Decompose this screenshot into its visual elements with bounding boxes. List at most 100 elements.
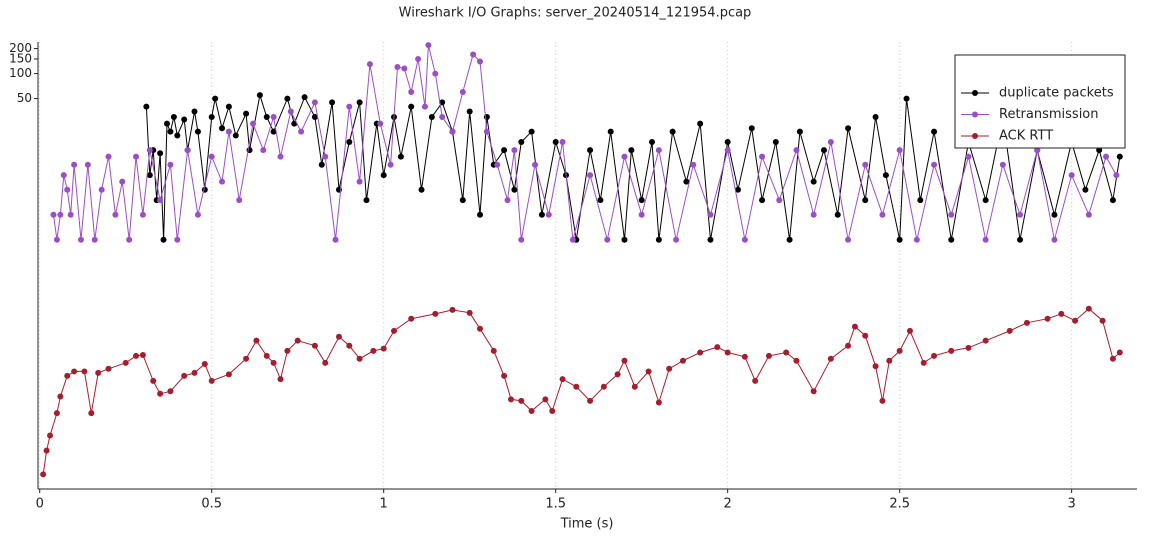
data-point <box>284 95 291 102</box>
data-point <box>133 352 140 359</box>
data-point <box>631 383 638 390</box>
data-point <box>270 359 277 366</box>
data-point <box>645 368 652 375</box>
data-point <box>284 347 291 354</box>
data-point <box>820 147 827 154</box>
data-point <box>886 357 893 364</box>
data-point <box>545 211 552 218</box>
data-point <box>896 236 903 243</box>
data-point <box>47 432 54 439</box>
data-point <box>150 377 157 384</box>
data-point <box>1116 153 1123 160</box>
data-point <box>95 369 102 376</box>
data-point <box>518 397 525 404</box>
data-point <box>184 147 191 154</box>
data-point <box>796 128 803 135</box>
data-point <box>621 153 628 160</box>
data-point <box>318 161 325 168</box>
data-point <box>40 471 47 478</box>
data-point <box>301 94 308 101</box>
data-point <box>432 310 439 317</box>
data-point <box>783 349 790 356</box>
data-point <box>507 396 514 403</box>
data-point <box>236 197 243 204</box>
data-point <box>174 132 181 139</box>
data-point <box>394 64 401 71</box>
data-point <box>604 236 611 243</box>
data-point <box>569 236 576 243</box>
data-point <box>597 197 604 204</box>
x-tick-label: 1 <box>380 497 388 512</box>
data-point <box>77 236 84 243</box>
data-point <box>1085 211 1092 218</box>
data-point <box>862 332 869 339</box>
data-point <box>896 147 903 154</box>
data-point <box>270 128 277 135</box>
data-point <box>53 236 60 243</box>
data-point <box>638 211 645 218</box>
data-point <box>697 120 704 127</box>
data-point <box>256 92 263 99</box>
data-point <box>1017 236 1024 243</box>
data-point <box>714 344 721 351</box>
data-point <box>917 197 924 204</box>
data-point <box>477 58 484 65</box>
data-point <box>948 347 955 354</box>
data-point <box>587 172 594 179</box>
data-point <box>421 103 428 110</box>
data-point <box>50 211 57 218</box>
data-point <box>335 333 342 340</box>
data-point <box>587 397 594 404</box>
data-point <box>167 161 174 168</box>
data-point <box>311 342 318 349</box>
data-point <box>827 355 834 362</box>
data-point <box>559 376 566 383</box>
data-point <box>1058 310 1065 317</box>
data-point <box>655 236 662 243</box>
data-point <box>1113 172 1120 179</box>
data-point <box>71 368 78 375</box>
data-point <box>57 211 64 218</box>
data-point <box>772 139 779 146</box>
data-point <box>143 103 150 110</box>
data-point <box>428 114 435 121</box>
x-tick-label: 2.5 <box>889 497 910 512</box>
data-point <box>834 211 841 218</box>
data-point <box>504 197 511 204</box>
data-point <box>982 197 989 204</box>
data-point <box>669 128 676 135</box>
data-point <box>655 147 662 154</box>
legend-marker <box>972 111 978 118</box>
data-point <box>459 89 466 96</box>
data-point <box>194 128 201 135</box>
data-point <box>432 70 439 77</box>
data-point <box>67 211 74 218</box>
data-point <box>126 236 133 243</box>
data-point <box>724 349 731 356</box>
data-point <box>408 315 415 322</box>
data-point <box>208 114 215 121</box>
data-point <box>748 125 755 132</box>
data-point <box>277 153 284 160</box>
data-point <box>872 363 879 370</box>
data-point <box>538 211 545 218</box>
x-axis-label: Time (s) <box>560 517 614 532</box>
data-point <box>776 197 783 204</box>
data-point <box>64 186 71 193</box>
data-point <box>1085 305 1092 312</box>
data-point <box>181 116 188 123</box>
data-point <box>157 390 164 397</box>
data-point <box>346 103 353 110</box>
data-point <box>759 153 766 160</box>
data-point <box>408 89 415 96</box>
data-point <box>810 178 817 185</box>
data-point <box>600 383 607 390</box>
x-tick-label: 0.5 <box>201 497 222 512</box>
data-point <box>449 306 456 313</box>
data-point <box>511 186 518 193</box>
data-point <box>57 393 64 400</box>
data-point <box>511 147 518 154</box>
data-point <box>483 128 490 135</box>
data-point <box>931 161 938 168</box>
